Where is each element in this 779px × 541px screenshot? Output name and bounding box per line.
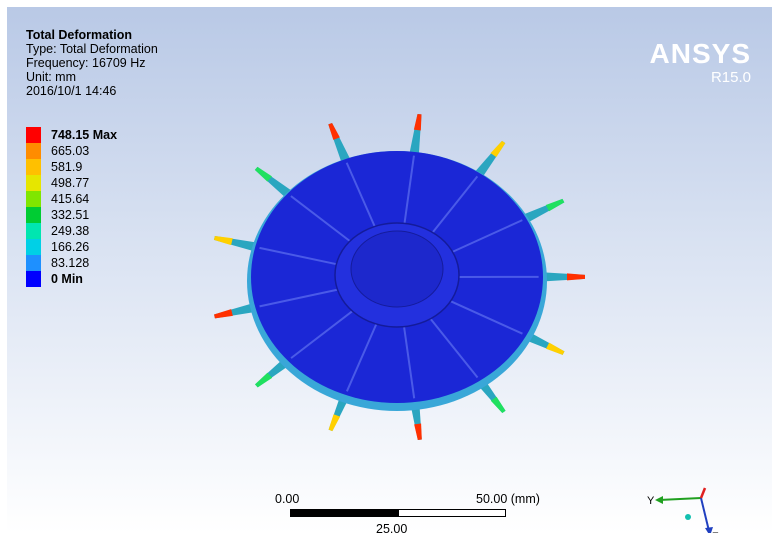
legend-swatch-4 [26, 191, 41, 207]
legend-swatch-2 [26, 159, 41, 175]
result-unit: Unit: mm [26, 70, 76, 84]
legend-swatch-8 [26, 255, 41, 271]
impeller-vane [345, 323, 378, 392]
legend-row: 665.03 [26, 143, 156, 159]
ansys-logo: ANSYS R15.0 [639, 40, 751, 86]
impeller-vane [429, 317, 479, 379]
result-type: Type: Total Deformation [26, 42, 158, 56]
impeller-vane [447, 299, 523, 335]
legend-max-label: 748.15 Max [51, 128, 118, 142]
impeller-blade-tip [414, 423, 422, 441]
scale-left-label: 0.00 [275, 492, 300, 506]
impeller-model[interactable] [7, 7, 772, 533]
legend-row: 332.51 [26, 207, 156, 223]
legend-row: 415.64 [26, 191, 156, 207]
legend-swatch-9 [26, 271, 41, 287]
impeller-blade-tip [490, 396, 506, 414]
impeller-vane [447, 219, 523, 255]
legend-swatch-7 [26, 239, 41, 255]
triad-x-axis [699, 487, 707, 499]
legend-row: 83.128 [26, 255, 156, 271]
legend-swatch-3 [26, 175, 41, 191]
legend-min-label: 0 Min [51, 272, 83, 286]
legend-level-label: 83.128 [51, 256, 90, 270]
impeller-vane [290, 195, 355, 245]
triad-y-arrow [655, 496, 663, 504]
triad-z-arrow [705, 527, 713, 533]
legend-level-label: 581.9 [51, 160, 83, 174]
legend-level-label: 249.38 [51, 224, 90, 238]
impeller-vane [259, 288, 341, 308]
result-title: Total Deformation [26, 28, 133, 42]
impeller-blade-tip [490, 140, 506, 158]
impeller-blade-tip [214, 309, 233, 319]
impeller-blade-tip [328, 122, 340, 140]
triad-y-label: Y [647, 495, 655, 507]
impeller-blade-tip [545, 198, 565, 212]
legend-level-label: 665.03 [51, 144, 90, 158]
legend-level-label: 166.26 [51, 240, 90, 254]
logo-version: R15.0 [710, 69, 751, 86]
legend-swatch-0 [26, 127, 41, 143]
legend-max-row: 748.15 Max [26, 127, 156, 143]
impeller-blade-tip [255, 372, 273, 388]
impeller-blade-tip [413, 113, 422, 131]
scale-bar-white [398, 509, 506, 517]
impeller-blade-tip [213, 235, 233, 246]
axis-triad[interactable]: Y Z [643, 485, 723, 533]
legend-row: 166.26 [26, 239, 156, 255]
legend-swatch-6 [26, 223, 41, 239]
impeller-vane [402, 155, 415, 228]
triad-z-label: Z [712, 531, 719, 533]
legend-level-label: 332.51 [51, 208, 90, 222]
impeller-vane [345, 162, 378, 231]
legend-row: 498.77 [26, 175, 156, 191]
graphics-viewport[interactable]: Total Deformation Type: Total Deformatio… [7, 7, 772, 533]
legend-row: 249.38 [26, 223, 156, 239]
impeller-vane [290, 309, 355, 359]
impeller-blade-tip [328, 414, 341, 432]
impeller-blade-tip [566, 273, 586, 281]
logo-brand: ANSYS [649, 38, 751, 69]
legend-swatch-1 [26, 143, 41, 159]
impeller-blade-tip [545, 342, 565, 355]
triad-z-axis [700, 497, 710, 532]
impeller-blade-tip [254, 166, 272, 182]
impeller-blades [213, 113, 586, 441]
legend-level-label: 415.64 [51, 192, 90, 206]
legend-row: 581.9 [26, 159, 156, 175]
result-date: 2016/10/1 14:46 [26, 84, 117, 98]
result-frequency: Frequency: 16709 Hz [26, 56, 146, 70]
impeller-hub-inner [350, 230, 444, 308]
legend-swatch-5 [26, 207, 41, 223]
impeller-vane [403, 326, 416, 399]
scale-bar: 0.00 50.00 (mm) 25.00 [275, 492, 575, 533]
scale-right-label: 50.00 (mm) [476, 492, 540, 506]
legend-level-label: 498.77 [51, 176, 90, 190]
triad-origin-marker [685, 514, 691, 520]
scale-bar-black [290, 509, 398, 517]
legend-min-row: 0 Min [26, 271, 156, 287]
triad-y-axis [658, 497, 702, 501]
impeller-vane [429, 175, 479, 237]
impeller-vanes [259, 155, 539, 399]
scale-middle-label: 25.00 [376, 522, 408, 533]
impeller-vane [259, 246, 341, 267]
result-info: Total Deformation Type: Total Deformatio… [26, 28, 158, 98]
